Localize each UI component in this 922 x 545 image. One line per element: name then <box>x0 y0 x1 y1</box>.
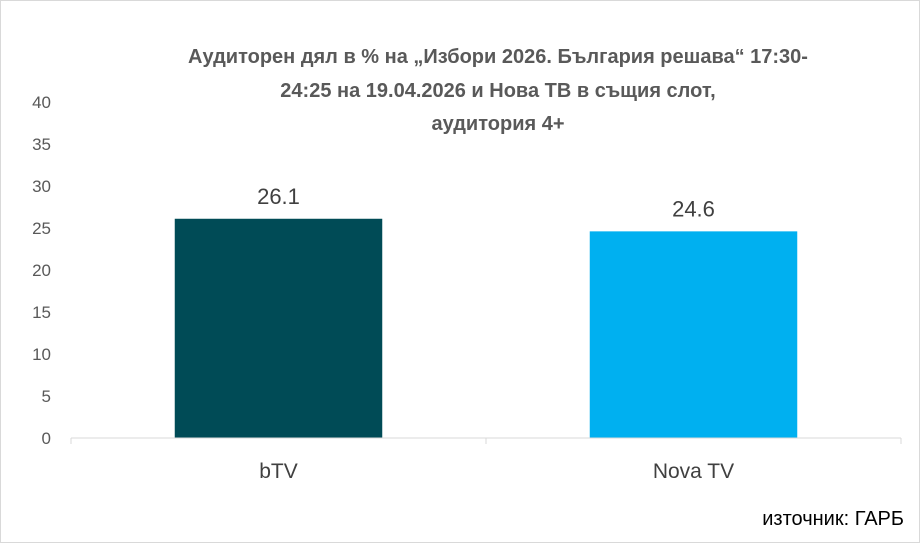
y-tick-label: 20 <box>32 261 51 280</box>
y-tick-label: 40 <box>32 93 51 112</box>
chart-title-line-1: Аудиторен дял в % на „Избори 2026. Бълга… <box>188 46 808 68</box>
y-tick-label: 0 <box>42 429 51 448</box>
y-axis-ticks: 0 5 10 15 20 25 30 35 40 <box>32 93 51 448</box>
bars <box>174 218 798 438</box>
data-label: 26.1 <box>257 184 300 209</box>
category-label: Nova TV <box>653 460 734 483</box>
data-labels: 26.1 24.6 <box>257 184 715 222</box>
y-tick-label: 5 <box>42 387 51 406</box>
y-tick-label: 35 <box>32 135 51 154</box>
source-note: източник: ГАРБ <box>762 508 904 530</box>
category-labels: bTV Nova TV <box>259 460 734 483</box>
category-label: bTV <box>259 460 298 483</box>
bar-btv <box>174 218 383 438</box>
chart-title-line-3: аудитория 4+ <box>431 113 564 135</box>
y-tick-label: 15 <box>32 303 51 322</box>
y-tick-label: 25 <box>32 219 51 238</box>
y-tick-label: 30 <box>32 177 51 196</box>
y-tick-label: 10 <box>32 345 51 364</box>
chart-title-line-2: 24:25 на 19.04.2026 и Нова ТВ в същия сл… <box>280 80 715 102</box>
data-label: 24.6 <box>672 196 715 221</box>
bar-nova-tv <box>589 231 798 438</box>
